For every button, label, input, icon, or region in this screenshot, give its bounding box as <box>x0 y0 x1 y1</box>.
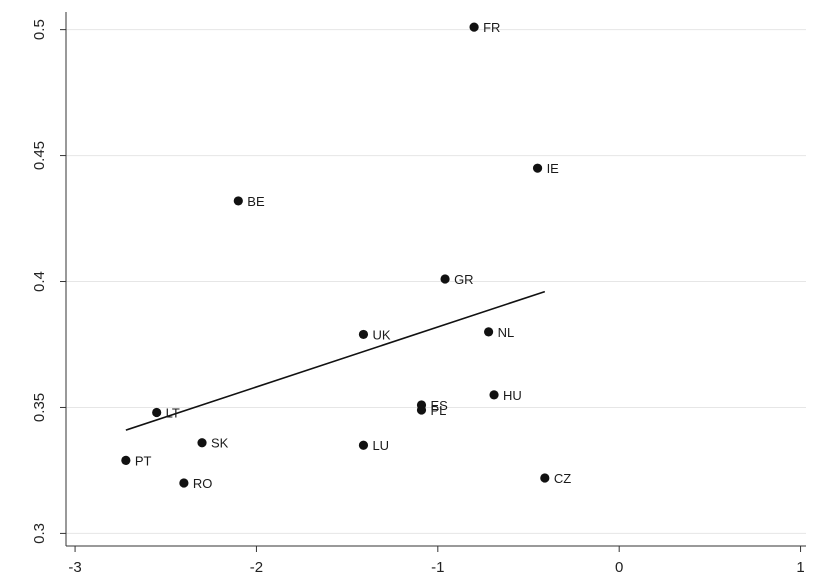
point-label: UK <box>372 327 390 342</box>
y-tick-label: 0.35 <box>31 393 48 422</box>
fit-line-group <box>125 290 546 431</box>
x-tick-label: -3 <box>68 559 81 576</box>
y-tick-label: 0.3 <box>31 523 48 544</box>
point-label: PT <box>135 453 152 468</box>
data-point <box>358 440 369 450</box>
data-point <box>152 407 162 418</box>
data-point <box>179 478 189 488</box>
y-tick-label: 0.45 <box>31 141 48 170</box>
point-label: ES <box>430 398 448 413</box>
point-label: NL <box>498 325 515 340</box>
axes: 0.3 0.35 0.4 0.45 0.5 -3 -2 -1 0 1 <box>31 12 806 576</box>
data-point <box>233 196 243 206</box>
point-label: FR <box>483 20 500 35</box>
data-point <box>440 274 450 284</box>
point-label: LT <box>166 406 180 421</box>
data-point <box>416 405 427 415</box>
x-tick-label: -2 <box>250 559 263 576</box>
point-label: GR <box>454 272 474 287</box>
point-label: RO <box>193 476 213 491</box>
fit-line <box>125 290 546 431</box>
data-point <box>540 473 550 483</box>
point-label: PL <box>430 403 446 418</box>
data-point <box>121 455 131 465</box>
point-label: LU <box>372 438 389 453</box>
point-label: HU <box>503 388 522 403</box>
point-label: BE <box>247 194 265 209</box>
y-tick-label: 0.5 <box>31 19 48 40</box>
data-point <box>469 22 479 32</box>
data-point <box>489 390 499 400</box>
data-point <box>532 163 543 173</box>
data-point <box>483 327 494 337</box>
point-label: IE <box>547 161 560 176</box>
data-point <box>358 329 369 340</box>
data-point <box>197 438 207 448</box>
x-tick-label: 0 <box>615 559 623 576</box>
point-label: CZ <box>554 471 571 486</box>
x-tick-label: -1 <box>431 559 444 576</box>
point-label: SK <box>211 436 229 451</box>
x-tick-label: 1 <box>796 559 804 576</box>
y-tick-label: 0.4 <box>31 271 48 292</box>
gridlines <box>66 29 806 534</box>
